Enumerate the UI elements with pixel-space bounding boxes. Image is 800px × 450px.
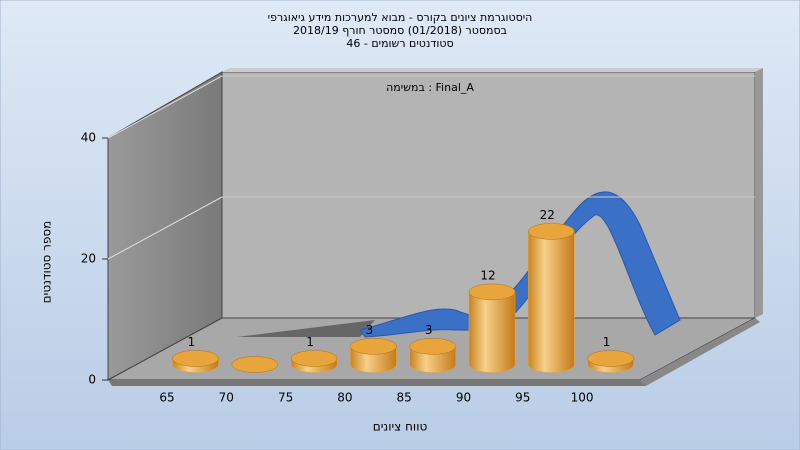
value-label: 12 [480, 268, 495, 282]
value-label: 1 [603, 335, 611, 349]
bar-top [528, 223, 575, 240]
wall-edge [755, 68, 763, 318]
grid-line [107, 75, 223, 139]
value-label: 3 [425, 323, 433, 337]
bar-top [409, 338, 456, 355]
value-label: 3 [366, 323, 374, 337]
floor-edge [640, 318, 760, 386]
annotation: במשימה : Final_A [386, 81, 474, 94]
bar-top [290, 350, 338, 367]
x-tick-label: 75 [278, 391, 293, 405]
x-axis-label: טווח ציונים [373, 420, 428, 434]
x-tick-label: 80 [337, 391, 352, 405]
x-tick-label: 85 [397, 391, 412, 405]
x-tick-label: 100 [571, 391, 594, 405]
bar-top [468, 283, 516, 301]
bar [468, 291, 516, 373]
y-tick-label: 40 [81, 131, 96, 145]
value-label: 1 [188, 335, 196, 349]
bar-top [587, 350, 634, 367]
x-tick-label: 90 [456, 391, 471, 405]
distribution-shadow [237, 320, 375, 337]
grid-line [107, 196, 223, 260]
y-tick-label: 0 [88, 373, 96, 387]
chart-subtitle: בסמסטר (01/2018) סמסטר חורף 2018/19 [293, 24, 507, 37]
y-axis-label: מספר סטודנטים [40, 221, 54, 304]
floor-edge [108, 380, 646, 386]
x-tick-label: 70 [219, 391, 234, 405]
y-tick-label: 20 [81, 252, 96, 266]
chart-subtitle: סטודנטים רשומים - 46 [346, 37, 453, 50]
x-tick-label: 65 [159, 391, 174, 405]
bar [528, 231, 575, 373]
x-tick-label: 95 [515, 391, 530, 405]
value-label: 22 [540, 208, 555, 222]
bar-top [172, 350, 219, 367]
wall-edge [222, 68, 763, 72]
chart-title: היסטוגרמת ציונים בקורס - מבוא למערכות מי… [268, 11, 533, 24]
value-label: 1 [306, 335, 314, 349]
bar-top [350, 338, 397, 355]
bar-top [231, 356, 279, 373]
